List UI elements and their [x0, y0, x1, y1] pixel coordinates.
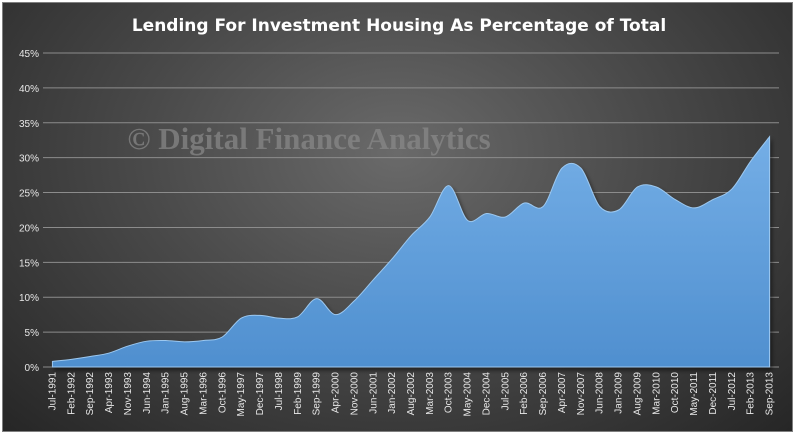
x-tick-label: Apr-2000	[331, 372, 342, 414]
x-tick-label: Jul-2005	[500, 372, 511, 411]
x-tick-label: Apr-1993	[104, 372, 115, 414]
x-tick-label: Jan-2002	[387, 372, 398, 414]
x-tick-label: Jul-1998	[274, 372, 285, 411]
y-tick-label: 10%	[19, 293, 39, 304]
x-tick-label: Apr-2007	[557, 372, 568, 414]
y-tick-label: 35%	[19, 119, 39, 130]
chart-svg: Lending For Investment Housing As Percen…	[19, 16, 779, 417]
x-tick-label: Nov-1993	[123, 372, 134, 416]
x-tick-label: Mar-2003	[425, 372, 436, 415]
x-tick-label: Nov-2000	[349, 372, 360, 416]
x-tick-label: Dec-2011	[708, 372, 719, 415]
chart-frame: Lending For Investment Housing As Percen…	[2, 2, 793, 432]
x-tick-label: Oct-2003	[444, 372, 455, 414]
series-area	[51, 135, 771, 368]
x-tick-label: Feb-1999	[293, 372, 304, 415]
x-tick-label: Sep-1992	[85, 372, 96, 416]
x-tick-label: Oct-2010	[670, 372, 681, 414]
y-tick-label: 40%	[19, 84, 39, 95]
x-tick-label: Dec-2004	[481, 372, 492, 416]
y-tick-label: 20%	[19, 223, 39, 234]
x-tick-label: Jul-2012	[727, 372, 738, 411]
area-series	[51, 135, 771, 368]
y-tick-label: 25%	[19, 189, 39, 200]
y-tick-label: 30%	[19, 154, 39, 165]
x-tick-label: Aug-2002	[406, 372, 417, 416]
watermark-annotation: © Digital Finance Analytics	[127, 121, 490, 156]
x-tick-label: Sep-2013	[765, 372, 776, 416]
x-tick-label: May-2011	[689, 372, 700, 416]
chart-title: Lending For Investment Housing As Percen…	[132, 16, 666, 36]
x-tick-label: Jun-1994	[142, 372, 153, 414]
x-tick-label: Jun-2008	[595, 372, 606, 414]
x-tick-label: Sep-1999	[312, 372, 323, 416]
x-tick-label: May-1997	[236, 372, 247, 417]
x-tick-label: Feb-1992	[66, 372, 77, 415]
y-tick-label: 15%	[19, 258, 39, 269]
x-tick-label: Sep-2006	[538, 372, 549, 416]
x-tick-label: Mar-2010	[651, 372, 662, 415]
x-tick-label: Aug-2009	[632, 372, 643, 416]
x-tick-label: Jun-2001	[368, 372, 379, 414]
x-tick-label: Oct-1996	[217, 372, 228, 414]
y-tick-label: 0%	[25, 363, 40, 374]
y-axis-ticks: 0% 5% 10% 15% 20% 25% 30% 35% 40% 45%	[19, 49, 39, 374]
x-tick-label: Nov-2007	[576, 372, 587, 416]
x-tick-label: May-2004	[463, 372, 474, 417]
gridlines	[43, 52, 779, 368]
x-tick-label: Dec-1997	[255, 372, 266, 416]
x-tick-label: Feb-2013	[746, 372, 757, 415]
x-tick-label: Jan-1995	[161, 372, 172, 414]
x-tick-label: Jul-1991	[47, 372, 58, 411]
x-tick-label: Aug-1995	[180, 372, 191, 416]
y-tick-label: 5%	[25, 328, 40, 339]
x-tick-label: Feb-2006	[519, 372, 530, 415]
x-tick-label: Jan-2009	[614, 372, 625, 414]
y-tick-label: 45%	[19, 49, 39, 60]
x-axis-ticks: Jul-1991 Feb-1992 Sep-1992 Apr-1993 Nov-1993…	[47, 372, 775, 417]
x-tick-label: Mar-1996	[198, 372, 209, 415]
